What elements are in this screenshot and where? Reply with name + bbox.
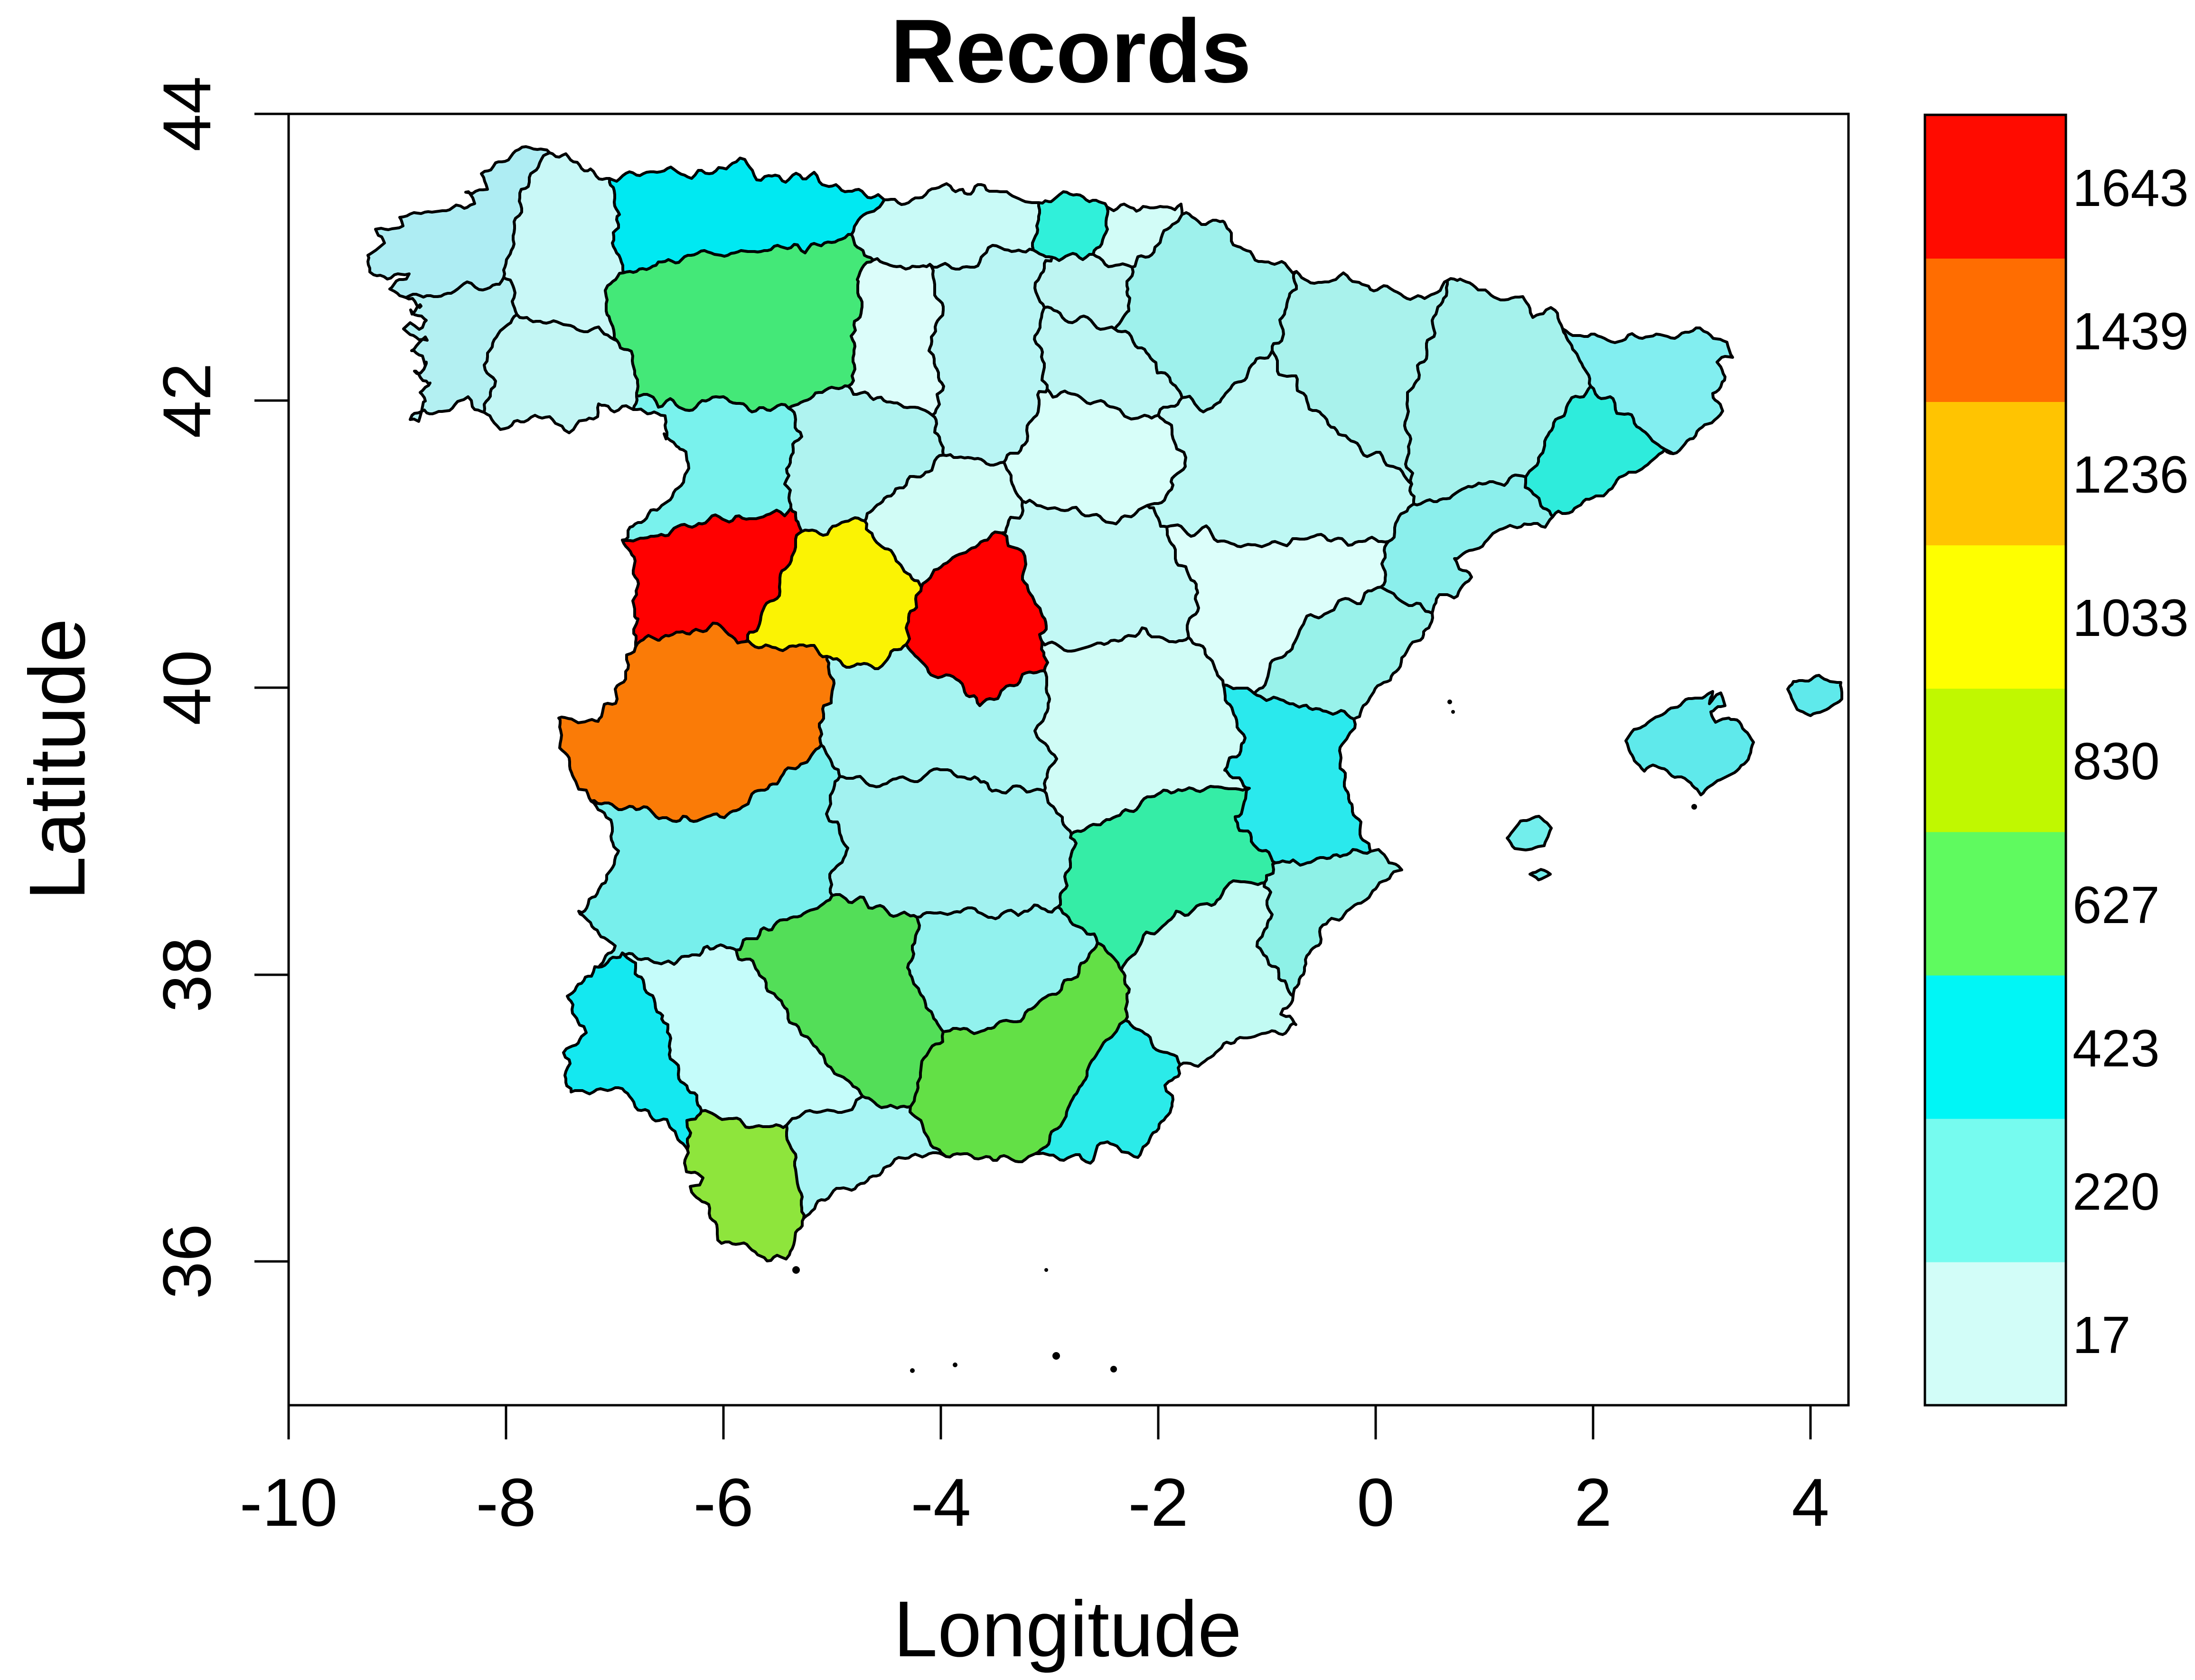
svg-text:423: 423 [2073, 1019, 2160, 1078]
svg-text:0: 0 [1357, 1465, 1395, 1540]
svg-text:38: 38 [150, 937, 225, 1012]
svg-text:-4: -4 [910, 1465, 971, 1540]
svg-text:40: 40 [150, 650, 225, 725]
svg-text:627: 627 [2073, 876, 2160, 934]
svg-text:-8: -8 [476, 1465, 536, 1540]
svg-text:-10: -10 [240, 1465, 338, 1540]
svg-text:1033: 1033 [2073, 589, 2189, 647]
svg-text:-6: -6 [693, 1465, 753, 1540]
svg-text:2: 2 [1574, 1465, 1612, 1540]
svg-text:1643: 1643 [2073, 159, 2189, 217]
svg-text:-2: -2 [1128, 1465, 1188, 1540]
svg-text:Latitude: Latitude [13, 618, 102, 900]
svg-text:42: 42 [150, 363, 225, 438]
svg-text:4: 4 [1792, 1465, 1829, 1540]
svg-text:Longitude: Longitude [893, 1585, 1242, 1673]
svg-text:1236: 1236 [2073, 446, 2189, 504]
svg-text:1439: 1439 [2073, 302, 2189, 361]
svg-text:830: 830 [2073, 732, 2160, 791]
svg-text:44: 44 [150, 76, 225, 151]
svg-text:220: 220 [2073, 1163, 2160, 1221]
svg-text:17: 17 [2073, 1306, 2130, 1364]
svg-text:36: 36 [150, 1223, 225, 1299]
svg-text:Records: Records [891, 1, 1251, 102]
